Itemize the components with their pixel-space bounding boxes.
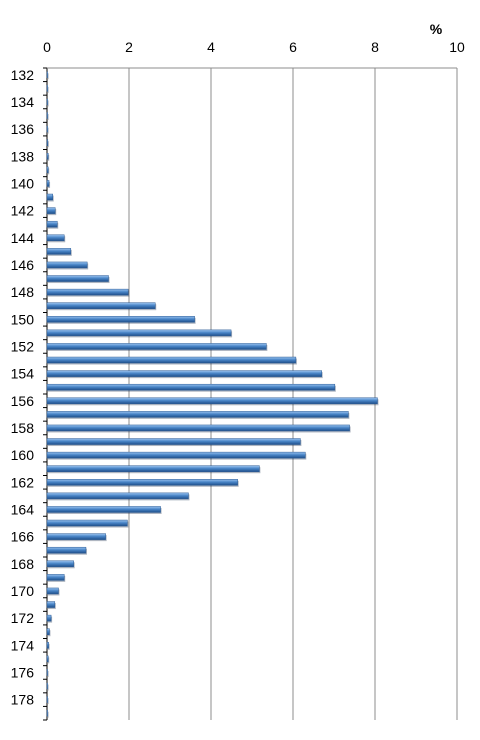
- bar: [46, 153, 49, 160]
- bar: [46, 343, 267, 350]
- y-tick-label: 158: [11, 420, 35, 436]
- bar: [46, 302, 156, 309]
- y-tick-label: 172: [11, 610, 35, 626]
- bar: [46, 220, 58, 228]
- x-tick-labels: 0 2 4 6 8 10: [43, 39, 465, 55]
- x-tick-label: 8: [371, 39, 379, 55]
- bar: [46, 139, 49, 146]
- bar: [46, 506, 161, 513]
- bar: [46, 288, 129, 296]
- bar: [46, 533, 106, 540]
- bar: [46, 166, 49, 174]
- bar-shadow: [48, 114, 49, 121]
- x-tick-label: 2: [125, 39, 133, 55]
- bar: [46, 85, 48, 92]
- bars: [46, 71, 379, 718]
- y-tick-labels: 132 134 136 138 140 142 144 146 148 150 152 154 156 1…: [11, 67, 35, 708]
- bar: [46, 207, 56, 214]
- y-tick-label: 152: [11, 338, 35, 354]
- bar: [46, 628, 50, 635]
- bar: [46, 601, 56, 608]
- unit-label: %: [430, 21, 443, 37]
- bar-shadow: [48, 657, 50, 664]
- bar: [46, 546, 87, 554]
- x-tick-label: 0: [43, 39, 51, 55]
- bar: [46, 451, 306, 459]
- bar: [46, 587, 59, 595]
- y-tick-label: 136: [11, 121, 35, 137]
- bar: [46, 112, 48, 119]
- bar: [46, 316, 195, 323]
- axes: [43, 67, 457, 721]
- bar: [46, 465, 260, 472]
- y-tick-label: 132: [11, 67, 35, 83]
- bar: [46, 383, 336, 391]
- bar-shadow: [48, 168, 50, 175]
- y-tick-label: 134: [11, 94, 35, 110]
- y-tick-label: 178: [11, 692, 35, 708]
- bar-shadow: [48, 86, 49, 93]
- bar: [46, 261, 88, 269]
- bar: [46, 709, 48, 717]
- bar: [46, 234, 65, 242]
- bar: [46, 519, 128, 527]
- bar: [46, 614, 52, 622]
- bar: [46, 682, 48, 690]
- y-tick-label: 170: [11, 583, 35, 599]
- bar: [46, 696, 48, 703]
- y-tick-label: 166: [11, 529, 35, 545]
- bar: [46, 424, 350, 432]
- x-tick-label: 10: [449, 39, 465, 55]
- bar-shadow: [48, 127, 49, 134]
- y-tick-label: 168: [11, 556, 35, 572]
- bar-shadow: [48, 684, 49, 691]
- bar: [46, 397, 378, 405]
- bar: [46, 275, 109, 282]
- y-tick-label: 164: [11, 501, 35, 517]
- y-tick-label: 144: [11, 230, 35, 246]
- bar: [46, 125, 48, 133]
- bar: [46, 574, 65, 581]
- bar: [46, 193, 53, 201]
- bar-shadow: [48, 670, 49, 677]
- x-tick-label: 6: [289, 39, 297, 55]
- bar: [46, 180, 50, 187]
- y-tick-label: 174: [11, 637, 35, 653]
- x-tick-label: 4: [207, 39, 215, 55]
- bar-shadow: [48, 711, 49, 718]
- y-tick-label: 140: [11, 175, 35, 191]
- bar: [46, 560, 74, 568]
- bar: [46, 655, 49, 663]
- y-tick-label: 150: [11, 311, 35, 327]
- y-tick-label: 154: [11, 366, 35, 382]
- bar: [46, 356, 297, 364]
- bar-shadow: [48, 698, 49, 705]
- y-tick-label: 146: [11, 257, 35, 273]
- y-tick-label: 148: [11, 284, 35, 300]
- bar: [46, 642, 49, 649]
- bar-shadow: [48, 100, 49, 107]
- bar: [46, 411, 349, 418]
- bar: [46, 370, 322, 377]
- bar: [46, 479, 238, 486]
- y-tick-label: 156: [11, 393, 35, 409]
- bar-shadow: [48, 141, 49, 148]
- bar: [46, 248, 72, 255]
- bar: [46, 98, 48, 106]
- gridlines: [128, 68, 458, 720]
- y-tick-label: 142: [11, 203, 35, 219]
- bar-shadow: [48, 73, 49, 80]
- bar: [46, 438, 301, 445]
- y-tick-label: 176: [11, 664, 35, 680]
- y-tick-label: 138: [11, 148, 35, 164]
- bar: [46, 492, 189, 500]
- bar-shadow: [48, 154, 50, 161]
- y-tick-label: 160: [11, 447, 35, 463]
- bar: [46, 329, 232, 337]
- bar: [46, 71, 48, 79]
- bar: [46, 669, 48, 676]
- y-tick-label: 162: [11, 474, 35, 490]
